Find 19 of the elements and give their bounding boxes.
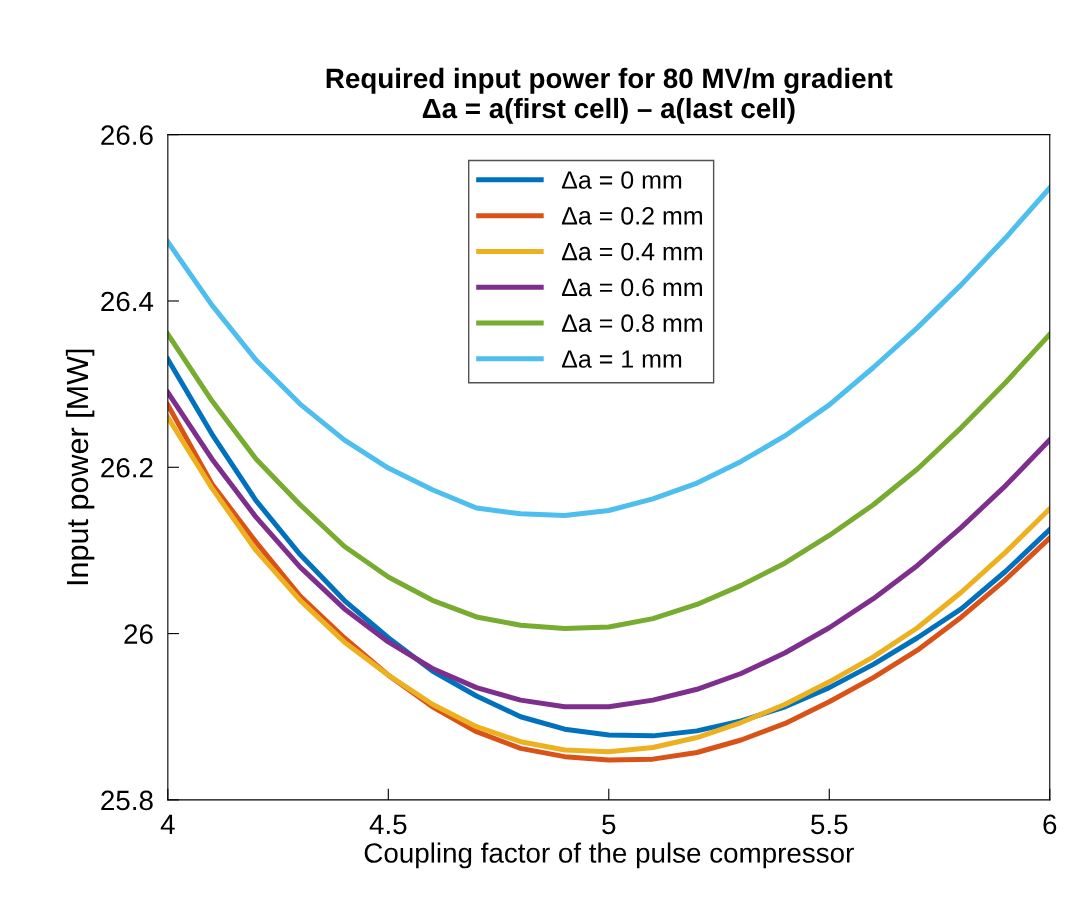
- x-tick-label: 4.5: [369, 814, 407, 835]
- legend-label: Δa = 0.4 mm: [561, 242, 702, 261]
- x-axis-title: Coupling factor of the pulse compressor: [364, 842, 854, 869]
- x-tick-label: 4: [160, 814, 175, 834]
- x-tick-label: 5: [602, 814, 616, 835]
- y-tick-label: 26.6: [101, 125, 153, 146]
- y-tick-label: 25.8: [101, 790, 153, 811]
- chart-title: Required input power for 80 MV/m gradient Δa = a(first cell) – a(last cell): [326, 67, 893, 124]
- y-tick-label: 26.4: [101, 291, 154, 312]
- legend-label: Δa = 0.2 mm: [561, 206, 702, 225]
- legend-label: Δa = 0.8 mm: [561, 314, 702, 333]
- legend-label: Δa = 0 mm: [561, 171, 682, 189]
- y-tick-label: 26.2: [101, 457, 153, 478]
- y-tick-label: 26: [124, 624, 153, 644]
- legend-label: Δa = 1 mm: [561, 350, 682, 368]
- x-tick-label: 6: [1043, 814, 1057, 835]
- legend-label: Δa = 0.6 mm: [561, 278, 702, 297]
- x-tick-label: 5.5: [811, 814, 848, 835]
- y-axis-title: Input power [MW]: [65, 349, 95, 585]
